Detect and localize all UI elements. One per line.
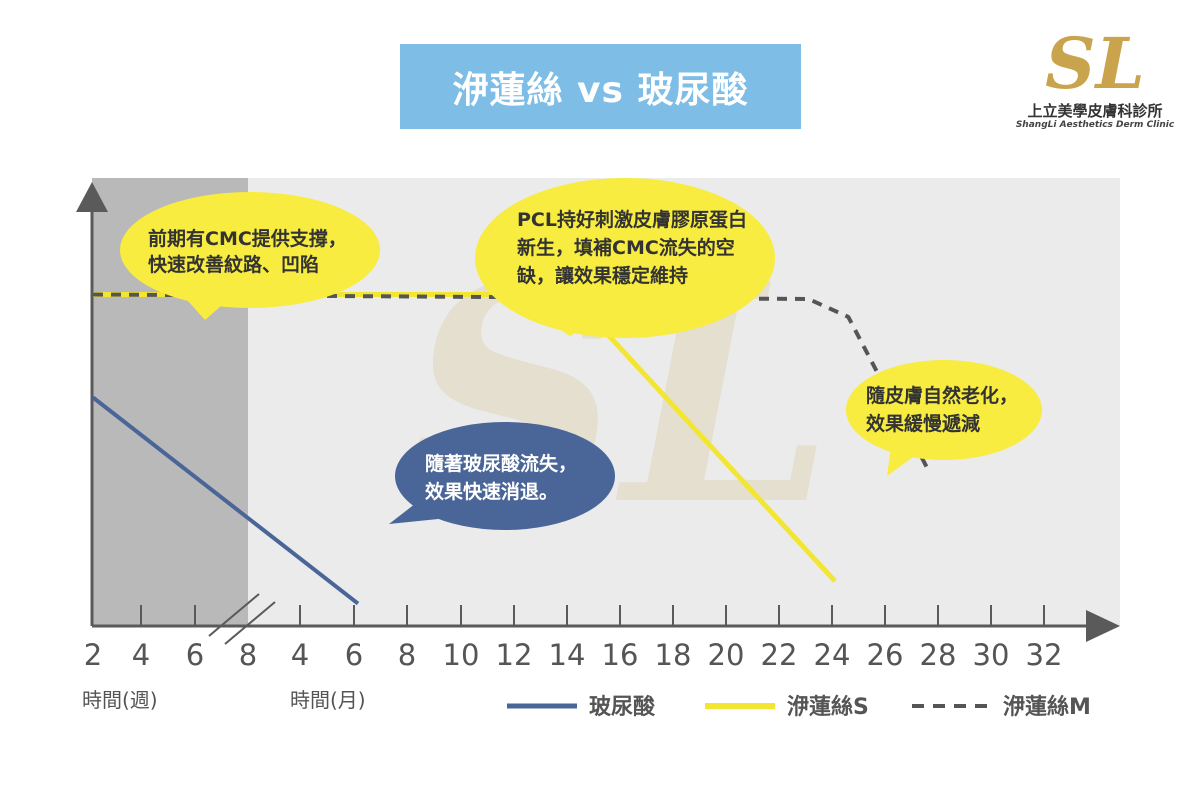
x-tick-label-month: 32 [1026, 638, 1063, 672]
x-tick-label-month: 4 [291, 638, 309, 672]
axes [76, 182, 1120, 645]
clinic-logo: SL 上立美學皮膚科診所 ShangLi Aesthetics Derm Cli… [1005, 16, 1185, 136]
callout-tail [887, 440, 920, 476]
clinic-name: 上立美學皮膚科診所 [1027, 102, 1163, 120]
callout-text-line: 效果快速消退。 [425, 480, 558, 503]
sl-logo-icon: SL [1045, 22, 1145, 105]
legend-label: 洢蓮絲S [787, 694, 869, 720]
callout-bubble-shape [846, 360, 1042, 460]
callouts: 前期有CMC提供支撐， 快速改善紋路、凹陷 PCL持好刺激皮膚膠原蛋白新生，填補CM… [120, 178, 1042, 530]
callout-tail [545, 318, 600, 336]
title-banner: 洢蓮絲 vs 玻尿酸 [400, 44, 801, 129]
axis-break-mark [208, 593, 260, 637]
callout-text-line: 隨皮膚自然老化， [866, 384, 1018, 407]
x-tick-label-month: 18 [655, 638, 692, 672]
x-tick-label-month: 24 [814, 638, 851, 672]
callout-bubble: 隨皮膚自然老化， 效果緩慢遞減 [846, 360, 1042, 476]
callout-text-line: 前期有CMC提供支撐， [148, 227, 347, 250]
callout-text-line: PCL持好刺激皮膚膠原蛋白 [517, 208, 747, 231]
x-axis-label-weeks: 時間(週) [82, 688, 158, 712]
page-title: 洢蓮絲 vs 玻尿酸 [452, 69, 749, 111]
logo-monogram: SL [1045, 22, 1145, 100]
clinic-subtitle: ShangLi Aesthetics Derm Clinic [1015, 120, 1175, 130]
callout-bubble-shape [475, 178, 775, 338]
callout-bubble: 隨著玻尿酸流失， 效果快速消退。 [389, 422, 615, 530]
x-tick-label-week: 2 [84, 638, 102, 672]
x-tick-label-month: 20 [708, 638, 745, 672]
legend: 玻尿酸 洢蓮絲S 洢蓮絲M [507, 694, 1091, 720]
x-tick-label-month: 6 [345, 638, 363, 672]
callout-text-line: 快速改善紋路、凹陷 [148, 253, 319, 276]
callout-text-line: 效果緩慢遞減 [866, 412, 980, 435]
y-axis-arrow-icon [76, 182, 108, 212]
callout-bubble-shape [120, 192, 380, 308]
legend-label: 洢蓮絲M [1003, 694, 1091, 720]
x-tick-label-month: 12 [496, 638, 533, 672]
x-axis-arrow-icon [1086, 610, 1120, 642]
x-tick-label-week: 8 [239, 638, 257, 672]
callout-tail [389, 500, 448, 524]
x-tick-label-month: 26 [867, 638, 904, 672]
x-tick-label-week: 6 [186, 638, 204, 672]
x-tick-label-month: 8 [398, 638, 416, 672]
callout-bubble-shape [395, 422, 615, 530]
x-tick-label-month: 28 [920, 638, 957, 672]
callout-tail [180, 292, 228, 320]
callout-text-line: 新生，填補CMC流失的空 [517, 236, 735, 259]
axis-break-mark [224, 601, 276, 645]
callout-bubble: 前期有CMC提供支撐， 快速改善紋路、凹陷 [120, 192, 380, 320]
x-tick-label-month: 22 [761, 638, 798, 672]
series-line-hyaluronic [91, 395, 360, 606]
x-tick-label-month: 14 [549, 638, 586, 672]
x-tick-label-month: 10 [443, 638, 480, 672]
legend-label: 玻尿酸 [589, 695, 656, 720]
x-tick-label-week: 4 [132, 638, 150, 672]
x-tick-label-month: 30 [973, 638, 1010, 672]
x-tick-label-month: 16 [602, 638, 639, 672]
callout-text-line: 缺，讓效果穩定維持 [517, 264, 688, 287]
x-axis-label-months: 時間(月) [290, 688, 366, 712]
callout-text-line: 隨著玻尿酸流失， [425, 452, 577, 475]
